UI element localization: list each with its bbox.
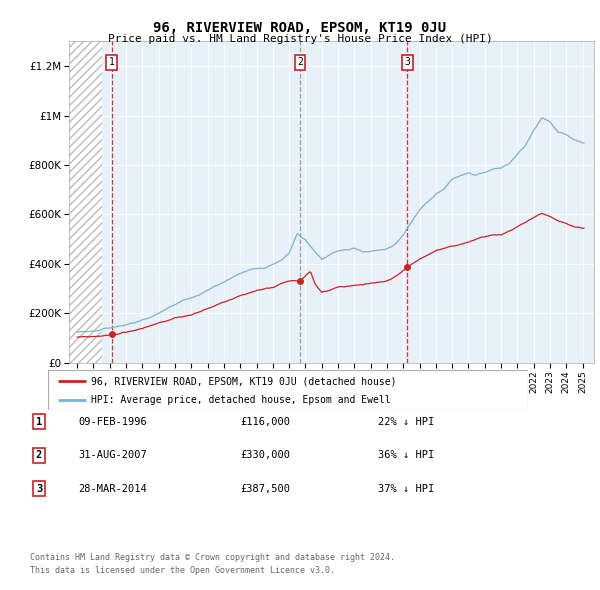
Text: 37% ↓ HPI: 37% ↓ HPI (378, 484, 434, 493)
Text: 1: 1 (109, 57, 115, 67)
Text: £330,000: £330,000 (240, 451, 290, 460)
Text: HPI: Average price, detached house, Epsom and Ewell: HPI: Average price, detached house, Epso… (91, 395, 391, 405)
Text: 31-AUG-2007: 31-AUG-2007 (78, 451, 147, 460)
Text: 2: 2 (297, 57, 303, 67)
Text: 09-FEB-1996: 09-FEB-1996 (78, 417, 147, 427)
Bar (69, 41, 101, 363)
Text: 3: 3 (36, 484, 42, 493)
Text: 28-MAR-2014: 28-MAR-2014 (78, 484, 147, 493)
Text: £116,000: £116,000 (240, 417, 290, 427)
Text: 1: 1 (36, 417, 42, 427)
Text: Price paid vs. HM Land Registry's House Price Index (HPI): Price paid vs. HM Land Registry's House … (107, 34, 493, 44)
Text: 22% ↓ HPI: 22% ↓ HPI (378, 417, 434, 427)
Text: 2: 2 (36, 451, 42, 460)
Text: 96, RIVERVIEW ROAD, EPSOM, KT19 0JU (detached house): 96, RIVERVIEW ROAD, EPSOM, KT19 0JU (det… (91, 376, 397, 386)
Text: 96, RIVERVIEW ROAD, EPSOM, KT19 0JU: 96, RIVERVIEW ROAD, EPSOM, KT19 0JU (154, 21, 446, 35)
Text: £387,500: £387,500 (240, 484, 290, 493)
Text: 3: 3 (404, 57, 410, 67)
Text: 36% ↓ HPI: 36% ↓ HPI (378, 451, 434, 460)
Text: Contains HM Land Registry data © Crown copyright and database right 2024.: Contains HM Land Registry data © Crown c… (30, 553, 395, 562)
Text: This data is licensed under the Open Government Licence v3.0.: This data is licensed under the Open Gov… (30, 566, 335, 575)
